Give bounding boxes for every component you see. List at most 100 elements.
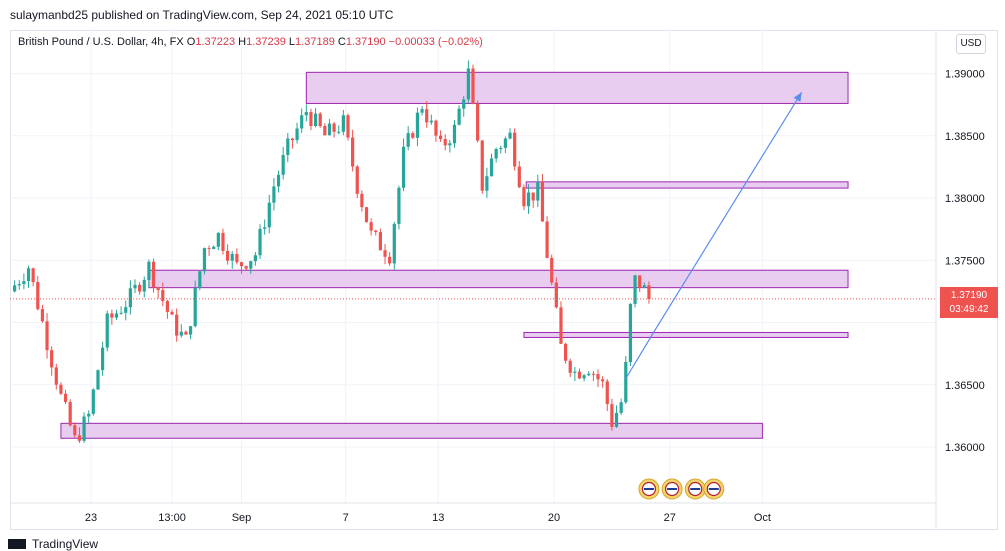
candle-body [17, 284, 21, 286]
price-tick-label: 1.39000 [945, 69, 985, 81]
candle-body [360, 193, 364, 208]
candle-body [438, 135, 443, 140]
tradingview-logo-icon [8, 539, 26, 549]
close-label: C [337, 36, 346, 48]
candles [13, 60, 651, 443]
candle-body [267, 202, 271, 228]
candle-body [327, 123, 332, 136]
candle-body [313, 113, 318, 127]
candle-body [596, 374, 600, 380]
candle-body [147, 261, 151, 280]
candle-body [647, 285, 651, 299]
candle-body [323, 126, 327, 136]
candle-body [346, 115, 350, 138]
zones [60, 71, 849, 439]
open-value: 1.37223 [195, 36, 236, 48]
price-tick-label: 1.37500 [945, 255, 985, 267]
candle-body [378, 232, 382, 251]
footer-brand: TradingView [32, 537, 99, 551]
change-value: −0.00033 (−0.02%) [388, 36, 483, 48]
candle-body [601, 379, 605, 382]
candle-body [138, 284, 142, 292]
candle-body [124, 307, 128, 313]
candle-body [286, 138, 290, 155]
candle-body [614, 412, 619, 427]
candle-body [610, 404, 614, 427]
candle-body [263, 227, 267, 229]
candle-body [341, 115, 345, 132]
candle-body [554, 282, 558, 308]
time-tick-label: Sep [232, 512, 252, 524]
candle-body [318, 113, 322, 127]
candle-body [619, 402, 623, 413]
candle-body [383, 250, 387, 257]
last-price-tag: 1.37190 03:49:42 [940, 287, 998, 318]
candle-body [457, 108, 461, 125]
candle-body [304, 112, 308, 116]
candle-body [96, 370, 100, 390]
price-axis: 1.36000 1.36500 1.37500 1.38000 1.38500 1.390… [945, 69, 985, 454]
candle-body [175, 314, 179, 336]
last-price-value: 1.37190 [950, 290, 988, 301]
candle-body [119, 312, 123, 314]
candle-body [114, 313, 119, 318]
candle-body [429, 120, 433, 123]
candle-body [50, 350, 54, 368]
candle-body [420, 109, 424, 113]
candle-body [101, 347, 105, 371]
candle-body [188, 326, 193, 335]
price-tick-label: 1.38500 [945, 131, 985, 143]
candle-body [633, 275, 637, 304]
high-label: H [238, 36, 247, 48]
candle-body [91, 389, 95, 414]
candle-body [63, 393, 68, 403]
candle-body [415, 112, 420, 138]
projection-arrow-head [793, 92, 802, 102]
candle-body [526, 192, 531, 207]
footer-branding: TradingView [8, 537, 98, 551]
candle-body [87, 413, 91, 417]
candle-body [244, 266, 248, 269]
time-tick-label: 20 [548, 512, 560, 524]
candle-body [364, 207, 369, 223]
candle-body [161, 290, 165, 301]
candle-body [499, 147, 503, 149]
symbol-label: British Pound / U.S. Dollar, 4h, FX [18, 36, 184, 48]
currency-button[interactable]: USD [956, 34, 986, 54]
candle-body [13, 285, 17, 292]
projection-arrow [625, 91, 803, 379]
candle-body [573, 371, 577, 373]
supply-demand-zone [60, 422, 763, 439]
candle-body [545, 221, 549, 258]
candle-body [355, 166, 359, 194]
candle-body [591, 373, 595, 375]
candle-body [184, 331, 188, 335]
supply-demand-zone [523, 331, 849, 338]
time-tick-label: 23 [85, 512, 97, 524]
candle-body [337, 131, 341, 133]
candle-body [40, 309, 45, 322]
time-tick-label: 13 [432, 512, 444, 524]
candle-body [462, 99, 466, 109]
candle-body [503, 138, 508, 148]
candle-body [36, 282, 40, 310]
candle-body [559, 307, 563, 344]
candle-body [59, 384, 63, 394]
candle-body [230, 253, 234, 261]
candle-body [489, 158, 494, 177]
time-tick-label: 27 [664, 512, 676, 524]
candle-body [476, 103, 480, 141]
candle-body [401, 146, 406, 188]
time-tick-label: 7 [343, 512, 349, 524]
candle-body [212, 246, 216, 250]
candle-body [128, 288, 132, 308]
candle-body [165, 300, 170, 312]
candle-body [235, 253, 239, 263]
open-label: O [186, 36, 196, 48]
candle-body [443, 139, 447, 146]
candle-body [133, 284, 137, 289]
publisher-line: sulaymanbd25 published on TradingView.co… [10, 8, 394, 22]
candle-body [448, 143, 452, 146]
candle-body [31, 268, 35, 283]
